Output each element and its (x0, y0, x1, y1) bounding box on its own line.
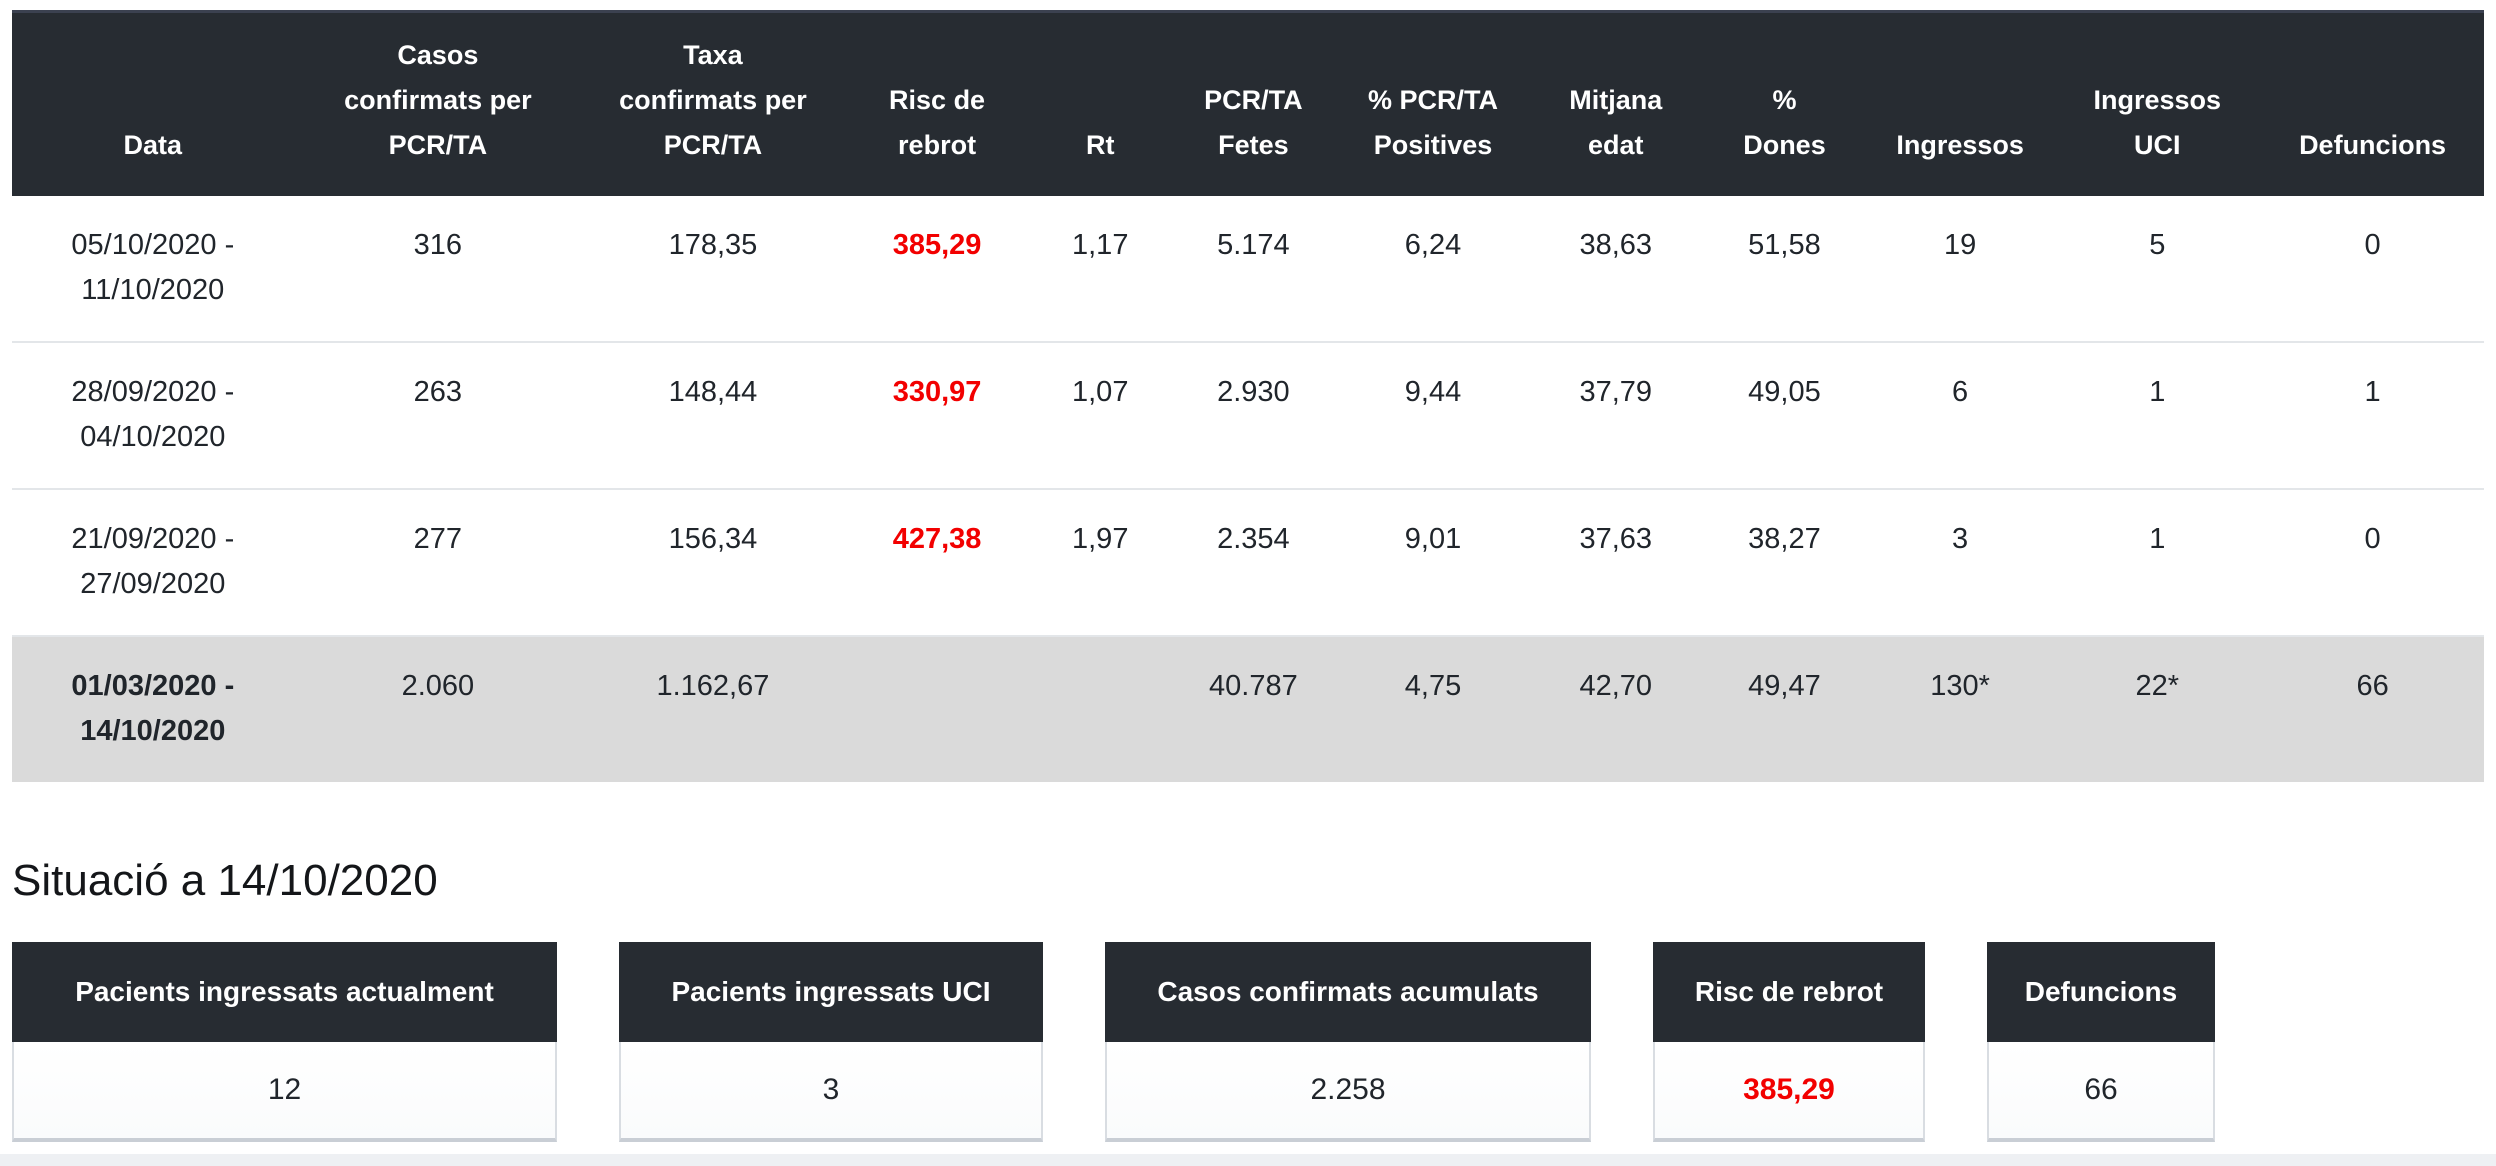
column-header-risc-de: Risc de rebrot (843, 10, 1031, 196)
column-header-mitjana: Mitjana edat (1529, 10, 1703, 196)
value-cell: 263 (413, 376, 463, 408)
summary-card-title: Casos confirmats acumulats (1105, 942, 1591, 1042)
summary-card-value: 12 (12, 1042, 557, 1142)
value-cell: 156,34 (668, 523, 758, 555)
value-cell: 5 (2149, 229, 2166, 261)
table-row: 28/09/2020 - 04/10/2020 263 148,44 330,97 1,… (12, 342, 2484, 489)
summary-card-casos-confirmats-acumulats: Casos confirmats acumulats 2.258 (1105, 942, 1591, 1142)
value-cell: 148,44 (668, 376, 758, 408)
value-cell: 1,07 (1072, 376, 1129, 408)
value-cell: 385,29 (892, 229, 982, 261)
summary-card-value: 3 (619, 1042, 1043, 1142)
value-cell: 316 (413, 229, 463, 261)
value-cell: 2.354 (1217, 523, 1290, 555)
value-cell: 38,63 (1579, 229, 1653, 261)
value-cell: 49,47 (1748, 670, 1821, 702)
value-cell: 1 (2149, 376, 2166, 408)
summary-card-defuncions: Defuncions 66 (1987, 942, 2215, 1142)
value-cell: 1 (2364, 376, 2381, 408)
summary-card-value: 66 (1987, 1042, 2215, 1142)
value-cell: 1,97 (1072, 523, 1129, 555)
value-cell: 0 (2364, 523, 2381, 555)
summary-card-value: 2.258 (1105, 1042, 1591, 1142)
situation-cards: Pacients ingressats actualment 12 Pacients… (12, 942, 2484, 1142)
date-range-cell: 01/03/2020 - 14/10/2020 (71, 670, 235, 747)
value-cell: 0 (2364, 229, 2381, 261)
value-cell: 37,79 (1579, 376, 1653, 408)
summary-card-value: 385,29 (1653, 1042, 1925, 1142)
value-cell: 42,70 (1579, 670, 1653, 702)
value-cell: 1.162,67 (656, 670, 770, 702)
column-header-: % Dones (1702, 10, 1867, 196)
value-cell (1030, 636, 1170, 782)
value-cell: 6 (1952, 376, 1969, 408)
value-cell: 19 (1943, 229, 1977, 261)
column-header-data: Data (12, 10, 294, 196)
page-bottom-strip (0, 1154, 2496, 1166)
date-range-cell: 05/10/2020 - 11/10/2020 (71, 229, 235, 306)
value-cell: 40.787 (1209, 670, 1298, 702)
column-header-casos: Casos confirmats per PCR/TA (293, 10, 583, 196)
summary-card-title: Pacients ingressats UCI (619, 942, 1043, 1042)
value-cell: 2.930 (1217, 376, 1290, 408)
column-header-ingressos: Ingressos (1866, 10, 2054, 196)
value-cell: 130* (1930, 670, 1990, 702)
table-header-row: Data Casos confirmats per PCR/TA Taxa conf… (12, 10, 2484, 196)
value-cell: 330,97 (892, 376, 982, 408)
value-cell: 49,05 (1748, 376, 1821, 408)
value-cell: 37,63 (1579, 523, 1653, 555)
value-cell: 6,24 (1404, 229, 1462, 261)
value-cell: 3 (1952, 523, 1969, 555)
summary-card-pacients-ingressats-uci: Pacients ingressats UCI 3 (619, 942, 1043, 1142)
value-cell: 5.174 (1217, 229, 1290, 261)
column-header-defuncions: Defuncions (2261, 10, 2484, 196)
column-header-pcr-ta: PCR/TA Fetes (1170, 10, 1337, 196)
value-cell: 9,44 (1404, 376, 1462, 408)
summary-card-pacients-ingressats-actualment: Pacients ingressats actualment 12 (12, 942, 557, 1142)
column-header-taxa: Taxa confirmats per PCR/TA (582, 10, 844, 196)
value-cell: 51,58 (1748, 229, 1821, 261)
value-cell: 2.060 (401, 670, 475, 702)
value-cell: 4,75 (1404, 670, 1462, 702)
table-body: 05/10/2020 - 11/10/2020 316 178,35 385,29 1,… (12, 196, 2484, 782)
column-header-ingressos: Ingressos UCI (2053, 10, 2262, 196)
covid-weekly-table: Data Casos confirmats per PCR/TA Taxa conf… (12, 10, 2484, 782)
value-cell (844, 636, 1031, 782)
table-row: 21/09/2020 - 27/09/2020 277 156,34 427,38 1,… (12, 489, 2484, 636)
situation-title: Situació a 14/10/2020 (12, 856, 438, 905)
table-row-total: 01/03/2020 - 14/10/2020 2.060 1.162,67 40.7… (12, 636, 2484, 782)
value-cell: 277 (413, 523, 463, 555)
table-header: Data Casos confirmats per PCR/TA Taxa conf… (12, 10, 2484, 196)
value-cell: 9,01 (1404, 523, 1462, 555)
value-cell: 427,38 (892, 523, 982, 555)
date-range-cell: 21/09/2020 - 27/09/2020 (71, 523, 235, 600)
date-range-cell: 28/09/2020 - 04/10/2020 (71, 376, 235, 453)
summary-card-title: Pacients ingressats actualment (12, 942, 557, 1042)
summary-card-risc-de-rebrot: Risc de rebrot 385,29 (1653, 942, 1925, 1142)
value-cell: 66 (2356, 670, 2389, 702)
column-header-rt: Rt (1030, 10, 1171, 196)
summary-card-title: Risc de rebrot (1653, 942, 1925, 1042)
summary-card-title: Defuncions (1987, 942, 2215, 1042)
value-cell: 22* (2135, 670, 2180, 702)
column-header-pcr-ta: % PCR/TA Positives (1336, 10, 1530, 196)
value-cell: 1 (2149, 523, 2166, 555)
value-cell: 1,17 (1072, 229, 1129, 261)
value-cell: 38,27 (1748, 523, 1821, 555)
table-row: 05/10/2020 - 11/10/2020 316 178,35 385,29 1,… (12, 196, 2484, 342)
value-cell: 178,35 (668, 229, 758, 261)
